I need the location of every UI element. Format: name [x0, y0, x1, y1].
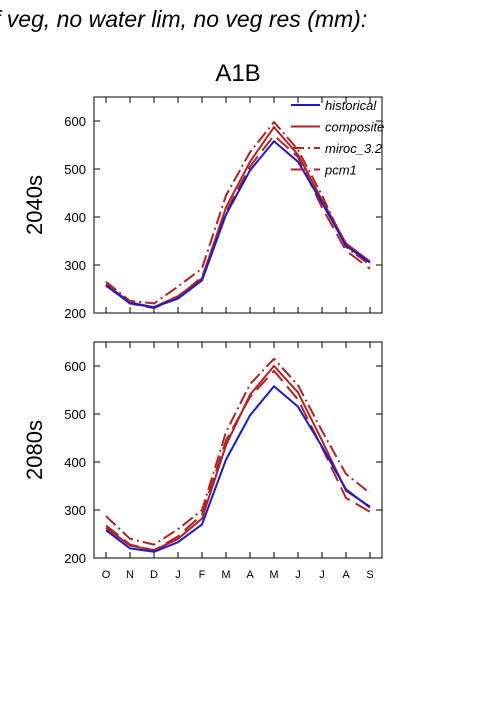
- y-tick-label: 300: [64, 503, 86, 518]
- y-tick-label: 500: [64, 162, 86, 177]
- month-label: A: [342, 569, 350, 581]
- month-label: D: [150, 569, 158, 581]
- month-label: J: [175, 569, 181, 581]
- legend-label: miroc_3.2: [325, 141, 383, 156]
- row-label-2080s: 2080s: [22, 420, 47, 480]
- y-tick-label: 500: [64, 407, 86, 422]
- month-label: O: [102, 569, 111, 581]
- series-line-composite: [105, 365, 371, 552]
- legend: historical composite miroc_3.2 pcm1: [291, 98, 384, 178]
- figure-title: f veg, no water lim, no veg res (mm):: [0, 6, 367, 32]
- scenario-title: A1B: [215, 60, 260, 87]
- month-label: F: [199, 569, 206, 581]
- panel-2040s: 2040s 200 300 400 500 600 historical composite…: [22, 96, 384, 321]
- month-label: S: [366, 569, 373, 581]
- plot-frame: [93, 96, 383, 314]
- panel-2080s: 2080s 200 300 400 500 600 O N D J F M A M J J A S: [22, 341, 383, 581]
- y-tick-label: 200: [64, 551, 86, 566]
- series-line-historical: [105, 385, 371, 553]
- y-tick-label: 300: [64, 258, 86, 273]
- plot-frame: [93, 341, 383, 559]
- legend-label: historical: [325, 98, 377, 113]
- y-tick-label: 200: [64, 306, 86, 321]
- y-tick-label: 600: [64, 359, 86, 374]
- month-label: M: [269, 569, 278, 581]
- month-label: J: [295, 569, 301, 581]
- month-label: M: [221, 569, 230, 581]
- y-tick-label: 600: [64, 114, 86, 129]
- series-line-historical: [105, 140, 371, 309]
- y-tick-label: 400: [64, 210, 86, 225]
- series-line-miroc-3-2: [105, 357, 371, 546]
- y-tick-label: 400: [64, 455, 86, 470]
- month-label: J: [319, 569, 325, 581]
- series-line-pcm1: [105, 369, 371, 552]
- month-label: N: [126, 569, 134, 581]
- row-label-2040s: 2040s: [22, 175, 47, 235]
- series-line-miroc-3-2: [105, 121, 371, 305]
- month-label: A: [246, 569, 254, 581]
- legend-label: composite: [325, 120, 384, 135]
- legend-label: pcm1: [324, 163, 357, 178]
- series-line-pcm1: [105, 134, 371, 310]
